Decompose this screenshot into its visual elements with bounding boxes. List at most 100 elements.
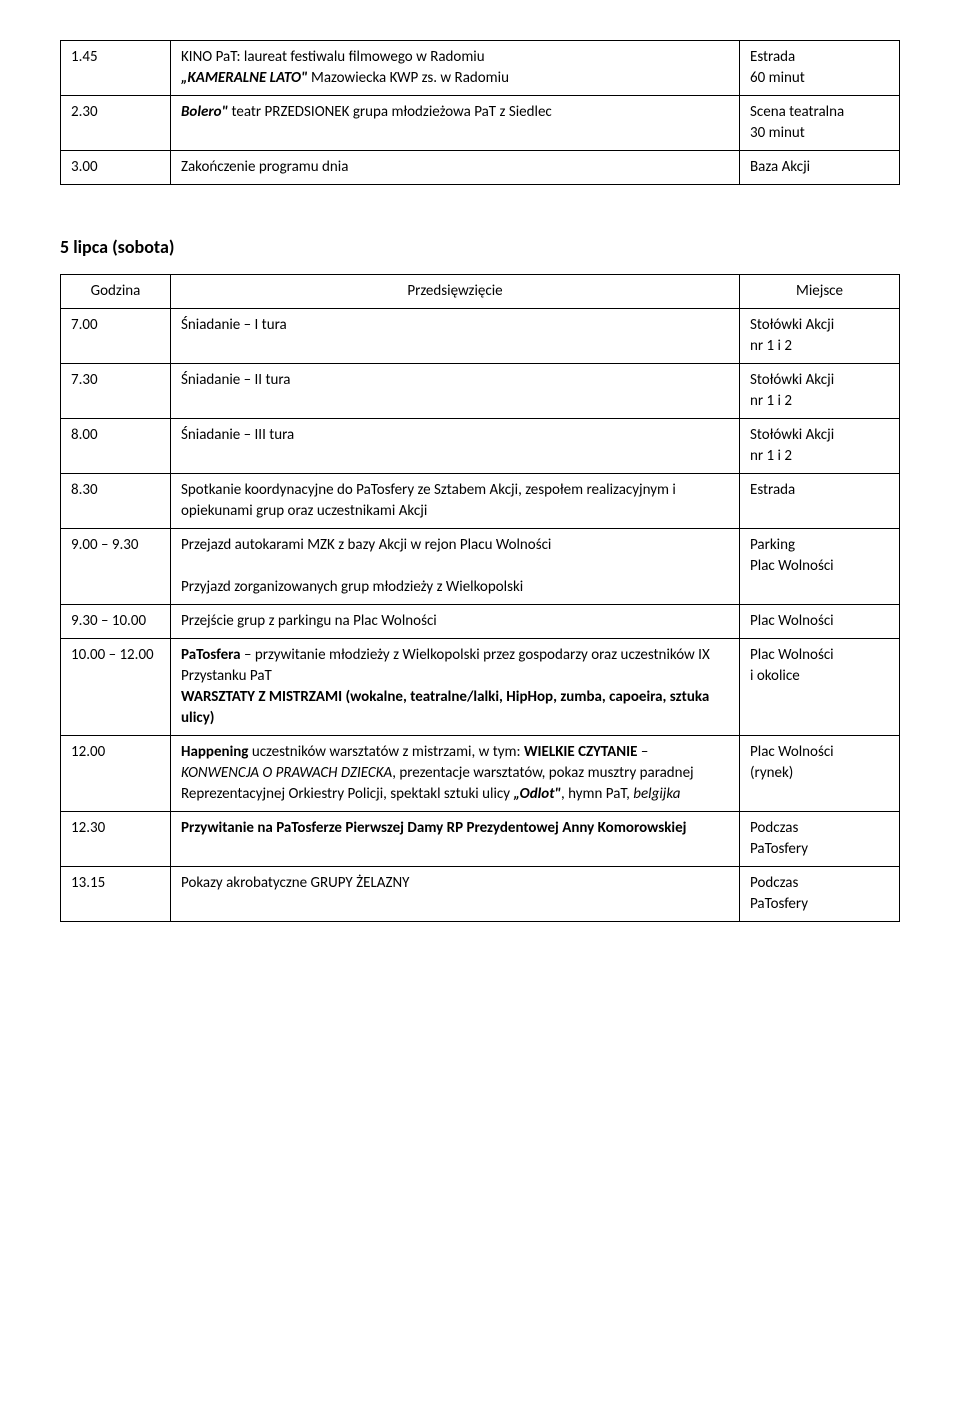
time-cell: 2.30 <box>61 96 171 151</box>
desc-cell: KINO PaT: laureat festiwalu filmowego w … <box>171 41 740 96</box>
desc-text: uczestników warsztatów z mistrzami, w ty… <box>248 743 524 761</box>
desc-text: belgijka <box>633 785 680 803</box>
desc-text: teatr PRZEDSIONEK grupa młodzieżowa PaT … <box>228 103 552 121</box>
desc-text: „Odlot" <box>513 785 561 803</box>
desc-text: Przywitanie na PaTosferze Pierwszej Damy… <box>181 819 687 837</box>
desc-text: PaTosfera <box>181 646 241 664</box>
desc-text: KINO PaT: laureat festiwalu filmowego w … <box>181 48 485 66</box>
loc-text: Podczas <box>750 818 889 839</box>
desc-cell: Przejazd autokarami MZK z bazy Akcji w r… <box>171 529 740 605</box>
desc-cell: Przejście grup z parkingu na Plac Wolnoś… <box>171 605 740 639</box>
desc-text: Przejazd autokarami MZK z bazy Akcji w r… <box>181 536 551 554</box>
loc-text: nr 1 i 2 <box>750 336 889 357</box>
header-time: Godzina <box>61 275 171 309</box>
loc-text: nr 1 i 2 <box>750 446 889 467</box>
desc-cell: Zakończenie programu dnia <box>171 151 740 185</box>
table-row: 10.00 – 12.00PaTosfera – przywitanie mło… <box>61 639 900 736</box>
desc-text: – <box>637 743 648 761</box>
loc-cell: PodczasPaTosfery <box>740 867 900 922</box>
table-row: 7.00 Śniadanie – I tura Stołówki Akcjinr 1… <box>61 309 900 364</box>
header-desc: Przedsięwzięcie <box>171 275 740 309</box>
desc-text: Zakończenie programu dnia <box>181 158 348 176</box>
loc-text: Stołówki Akcji <box>750 425 889 446</box>
loc-cell: Stołówki Akcjinr 1 i 2 <box>740 364 900 419</box>
time-cell: 7.00 <box>61 309 171 364</box>
table-row: 9.00 – 9.30 Przejazd autokarami MZK z baz… <box>61 529 900 605</box>
loc-cell: ParkingPlac Wolności <box>740 529 900 605</box>
table-row: 3.00 Zakończenie programu dnia Baza Akcji <box>61 151 900 185</box>
desc-text: Bolero" <box>181 103 228 121</box>
desc-cell: Pokazy akrobatyczne GRUPY ŻELAZNY <box>171 867 740 922</box>
loc-text: Parking <box>750 535 889 556</box>
loc-cell: Estrada <box>740 474 900 529</box>
loc-text: PaTosfery <box>750 894 889 915</box>
time-cell: 8.00 <box>61 419 171 474</box>
time-cell: 13.15 <box>61 867 171 922</box>
desc-cell: Happening uczestników warsztatów z mistr… <box>171 736 740 812</box>
table-row: 9.30 – 10.00 Przejście grup z parkingu na… <box>61 605 900 639</box>
desc-text: Śniadanie – III tura <box>181 426 294 444</box>
time-cell: 3.00 <box>61 151 171 185</box>
section-heading: 5 lipca (sobota) <box>60 235 900 260</box>
loc-text: Baza Akcji <box>750 157 889 178</box>
desc-cell: Spotkanie koordynacyjne do PaTosfery ze … <box>171 474 740 529</box>
loc-cell: Estrada60 minut <box>740 41 900 96</box>
desc-text: WIELKIE CZYTANIE <box>524 743 638 761</box>
schedule-table-1: 1.45 KINO PaT: laureat festiwalu filmoweg… <box>60 40 900 185</box>
desc-text: Śniadanie – I tura <box>181 316 287 334</box>
loc-cell: Plac Wolnościi okolice <box>740 639 900 736</box>
desc-text: WARSZTATY Z MISTRZAMI (wokalne, teatraln… <box>181 688 709 727</box>
table-row: 8.00 Śniadanie – III tura Stołówki Akcjinr… <box>61 419 900 474</box>
loc-text: PaTosfery <box>750 839 889 860</box>
time-cell: 9.00 – 9.30 <box>61 529 171 605</box>
table-row: 12.00Happening uczestników warsztatów z … <box>61 736 900 812</box>
desc-cell: Śniadanie – II tura <box>171 364 740 419</box>
time-cell: 12.30 <box>61 812 171 867</box>
loc-text: Stołówki Akcji <box>750 315 889 336</box>
loc-text: Plac Wolności <box>750 645 889 666</box>
time-cell: 10.00 – 12.00 <box>61 639 171 736</box>
desc-text: KONWENCJA O PRAWACH DZIECKA <box>181 764 392 782</box>
schedule-table-2: Godzina Przedsięwzięcie Miejsce 7.00 Śnia… <box>60 274 900 922</box>
loc-text: Plac Wolności <box>750 611 889 632</box>
loc-text: Stołówki Akcji <box>750 370 889 391</box>
desc-text: Spotkanie koordynacyjne do PaTosfery ze … <box>181 481 676 520</box>
header-loc: Miejsce <box>740 275 900 309</box>
table-row: 13.15Pokazy akrobatyczne GRUPY ŻELAZNYPo… <box>61 867 900 922</box>
table-row: 1.45 KINO PaT: laureat festiwalu filmoweg… <box>61 41 900 96</box>
table-row: 8.30 Spotkanie koordynacyjne do PaTosfery… <box>61 474 900 529</box>
desc-text: – przywitanie młodzieży z Wielkopolski p… <box>181 646 710 685</box>
loc-cell: PodczasPaTosfery <box>740 812 900 867</box>
loc-text: Estrada <box>750 480 889 501</box>
desc-cell: Przywitanie na PaTosferze Pierwszej Damy… <box>171 812 740 867</box>
desc-cell: PaTosfera – przywitanie młodzieży z Wiel… <box>171 639 740 736</box>
time-cell: 1.45 <box>61 41 171 96</box>
loc-text: Podczas <box>750 873 889 894</box>
desc-cell: Bolero" teatr PRZEDSIONEK grupa młodzież… <box>171 96 740 151</box>
desc-cell: Śniadanie – III tura <box>171 419 740 474</box>
loc-cell: Stołówki Akcjinr 1 i 2 <box>740 419 900 474</box>
time-cell: 9.30 – 10.00 <box>61 605 171 639</box>
loc-cell: Stołówki Akcjinr 1 i 2 <box>740 309 900 364</box>
loc-cell: Scena teatralna30 minut <box>740 96 900 151</box>
table-row: 7.30 Śniadanie – II tura Stołówki Akcjinr … <box>61 364 900 419</box>
loc-text: i okolice <box>750 666 889 687</box>
loc-text: Plac Wolności <box>750 742 889 763</box>
table-row: 12.30 Przywitanie na PaTosferze Pierwszej… <box>61 812 900 867</box>
desc-text: Przyjazd zorganizowanych grup młodzieży … <box>181 578 523 596</box>
desc-text: Mazowiecka KWP zs. w Radomiu <box>308 69 509 87</box>
desc-text: Happening <box>181 743 248 761</box>
loc-text: 30 minut <box>750 123 889 144</box>
time-cell: 12.00 <box>61 736 171 812</box>
table-row: 2.30Bolero" teatr PRZEDSIONEK grupa młod… <box>61 96 900 151</box>
loc-cell: Baza Akcji <box>740 151 900 185</box>
loc-text: (rynek) <box>750 763 889 784</box>
time-cell: 8.30 <box>61 474 171 529</box>
desc-text: Przejście grup z parkingu na Plac Wolnoś… <box>181 612 437 630</box>
desc-text: Śniadanie – II tura <box>181 371 290 389</box>
loc-text: Estrada <box>750 47 889 68</box>
desc-text: , hymn PaT, <box>561 785 633 803</box>
loc-cell: Plac Wolności(rynek) <box>740 736 900 812</box>
loc-text: Plac Wolności <box>750 556 889 577</box>
time-cell: 7.30 <box>61 364 171 419</box>
